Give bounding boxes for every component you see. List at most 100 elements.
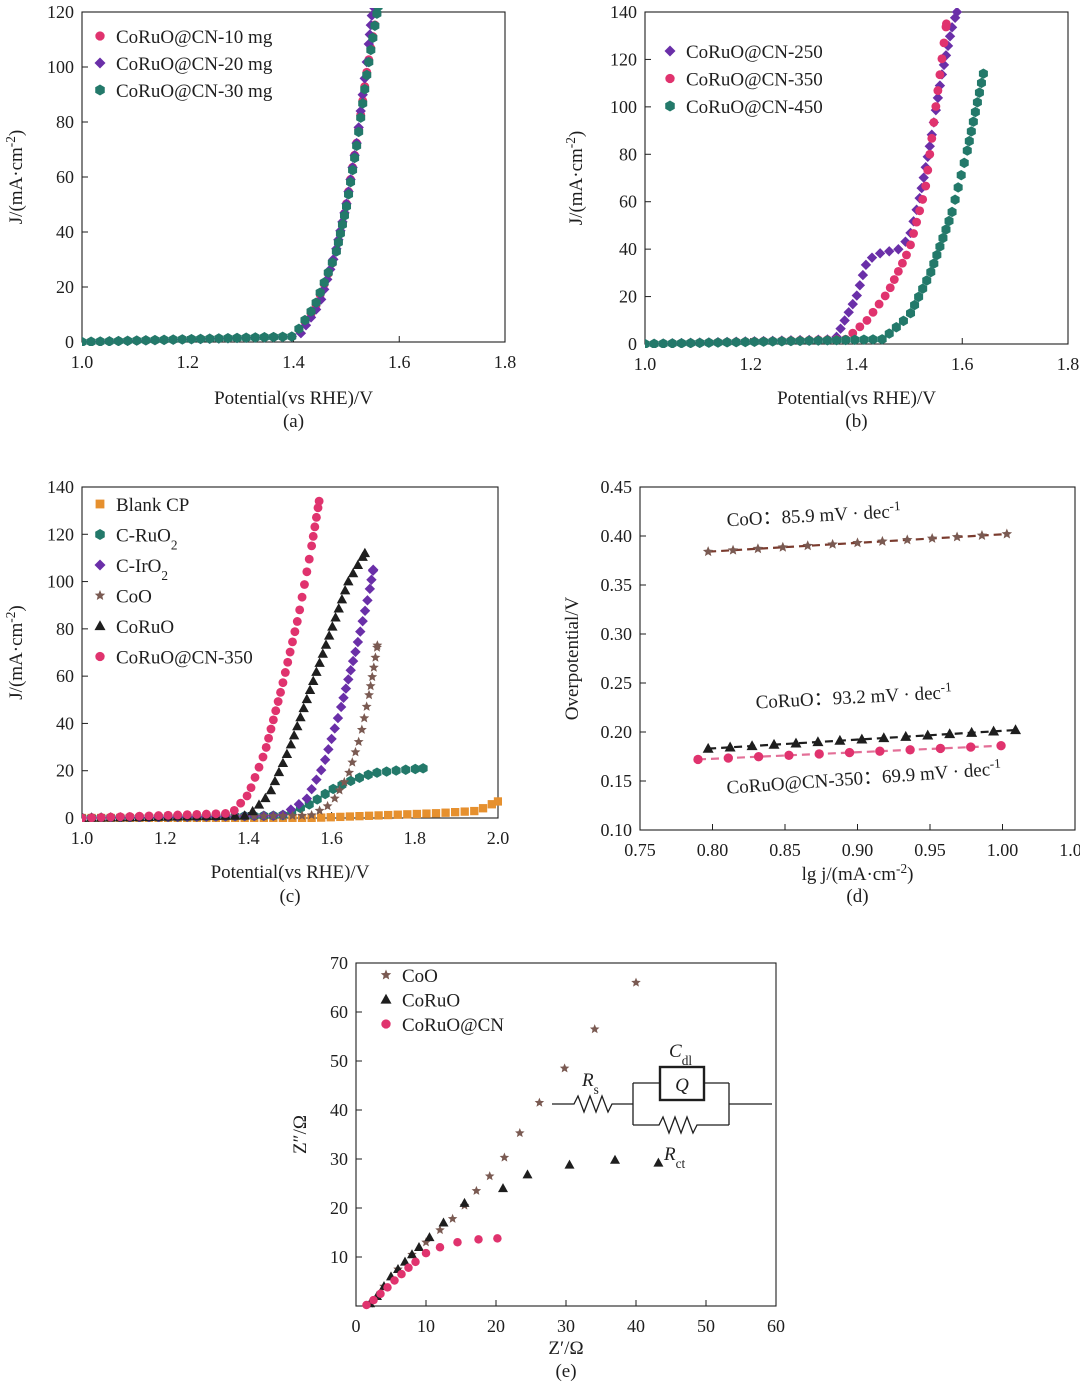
data-point: [247, 805, 258, 816]
data-point: [912, 217, 922, 227]
data-point: [843, 307, 854, 318]
y-tick-label: 0.10: [601, 820, 633, 840]
x-axis-label: lg j/(mA·cm-2): [802, 861, 914, 886]
data-point: [493, 1234, 502, 1243]
data-point: [294, 323, 304, 335]
data-point: [397, 1269, 406, 1279]
data-point: [211, 809, 221, 819]
data-point: [364, 811, 374, 820]
data-point: [906, 240, 915, 250]
data-point: [297, 810, 308, 820]
data-point: [331, 246, 341, 257]
data-point: [355, 626, 366, 637]
data-point: [326, 733, 337, 745]
data-point: [822, 335, 832, 346]
data-point: [353, 736, 364, 747]
data-point: [364, 56, 374, 68]
y-tick-label: 100: [47, 572, 74, 592]
data-point: [835, 323, 846, 334]
data-point: [393, 810, 402, 819]
data-point: [906, 308, 916, 319]
data-point: [431, 809, 441, 818]
data-point: [352, 636, 364, 648]
data-point: [938, 59, 950, 71]
data-point: [944, 215, 954, 227]
data-point: [177, 334, 187, 345]
data-point: [914, 291, 924, 303]
data-point: [355, 811, 364, 821]
data-point: [82, 336, 87, 346]
data-point: [933, 86, 943, 96]
data-point: [334, 785, 345, 795]
y-tick-label: 70: [330, 953, 348, 973]
data-point: [343, 575, 354, 586]
data-point: [288, 729, 300, 740]
data-point: [918, 283, 928, 294]
legend-marker: [95, 529, 105, 540]
data-point: [285, 804, 297, 815]
data-point: [277, 757, 289, 768]
data-point: [855, 322, 865, 332]
y-tick-label: 120: [610, 49, 637, 69]
data-point: [702, 546, 714, 557]
plot-area: [645, 8, 988, 348]
data-point: [347, 655, 359, 667]
data-point: [874, 299, 884, 309]
data-point: [932, 92, 944, 104]
data-point: [932, 249, 942, 261]
data-point: [356, 112, 366, 123]
legend-marker: [95, 499, 105, 509]
data-point: [1010, 724, 1022, 735]
data-point: [658, 338, 668, 348]
data-point: [366, 574, 377, 585]
x-tick-label: 1.0: [71, 352, 94, 372]
data-point: [280, 668, 290, 677]
data-point: [306, 809, 317, 820]
data-point: [365, 680, 376, 691]
legend-label: CoO: [116, 587, 152, 608]
data-point: [363, 769, 373, 780]
data-point: [367, 671, 378, 682]
data-point: [435, 1242, 445, 1252]
x-tick-label: 1.6: [951, 354, 974, 374]
data-point: [885, 283, 895, 293]
y-tick-label: 0.30: [601, 624, 633, 644]
data-point: [104, 336, 114, 346]
data-point: [348, 164, 358, 176]
data-point: [283, 657, 293, 667]
data-point: [295, 605, 305, 615]
data-point: [288, 637, 297, 647]
y-tick-label: 80: [56, 112, 74, 132]
data-point: [814, 749, 824, 759]
x-tick-label: 30: [557, 1316, 575, 1336]
y-tick-label: 100: [610, 97, 637, 117]
panel-label: (b): [845, 411, 867, 432]
y-tick-label: 140: [610, 2, 637, 22]
data-point: [918, 172, 929, 183]
series-coruo-cn-30-mg: [82, 8, 383, 346]
x-tick-label: 1.8: [404, 828, 427, 848]
data-point: [355, 105, 366, 117]
panel-label: (d): [846, 886, 868, 907]
data-point: [339, 584, 351, 595]
cpe-box: [658, 1065, 706, 1102]
data-point: [795, 335, 805, 347]
data-point: [731, 336, 741, 348]
data-point: [905, 745, 915, 755]
y-tick-label: 80: [56, 619, 74, 639]
data-point: [259, 332, 269, 343]
data-point: [412, 809, 422, 819]
data-point: [704, 337, 714, 348]
legend-label: CoRuO: [402, 991, 460, 1012]
data-point: [976, 530, 988, 540]
legend-marker: [94, 57, 106, 69]
x-tick-label: 50: [697, 1316, 715, 1336]
data-point: [333, 237, 343, 248]
data-point: [893, 266, 903, 276]
data-point: [123, 335, 133, 346]
data-point: [310, 522, 320, 532]
data-point: [902, 534, 913, 545]
data-point: [307, 541, 317, 551]
data-point: [300, 314, 310, 326]
data-point: [308, 531, 318, 541]
